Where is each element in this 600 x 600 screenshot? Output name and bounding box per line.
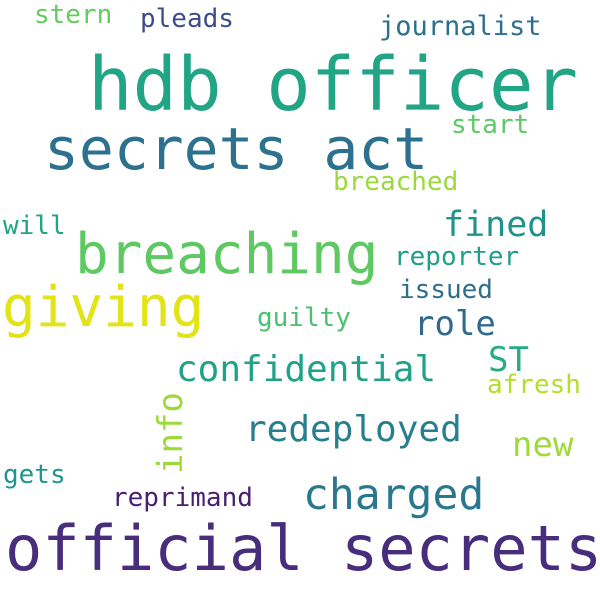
word-afresh: afresh xyxy=(487,370,581,400)
word-reprimand: reprimand xyxy=(112,483,253,513)
word-will: will xyxy=(3,211,66,241)
word-fined: fined xyxy=(443,205,549,245)
word-official-secrets: official secrets xyxy=(5,512,600,585)
word-breaching: breaching xyxy=(75,222,379,287)
word-secrets-act: secrets act xyxy=(44,115,429,183)
word-journalist: journalist xyxy=(379,11,542,42)
word-gets: gets xyxy=(3,460,66,490)
word-charged: charged xyxy=(303,470,485,520)
word-pleads: pleads xyxy=(140,4,234,34)
word-info: info xyxy=(151,392,191,474)
word-redeployed: redeployed xyxy=(245,409,462,450)
word-reporter: reporter xyxy=(394,242,520,272)
word-guilty: guilty xyxy=(257,303,351,333)
word-breached: breached xyxy=(333,167,459,197)
word-role: role xyxy=(414,304,496,344)
word-hdb-officer: hdb officer xyxy=(88,42,579,128)
word-new: new xyxy=(512,425,574,465)
word-giving: giving xyxy=(2,275,205,340)
word-stern: stern xyxy=(34,0,113,30)
word-issued: issued xyxy=(399,275,493,305)
word-confidential: confidential xyxy=(176,349,437,390)
word-st: ST xyxy=(488,340,529,380)
word-start: start xyxy=(451,110,530,140)
